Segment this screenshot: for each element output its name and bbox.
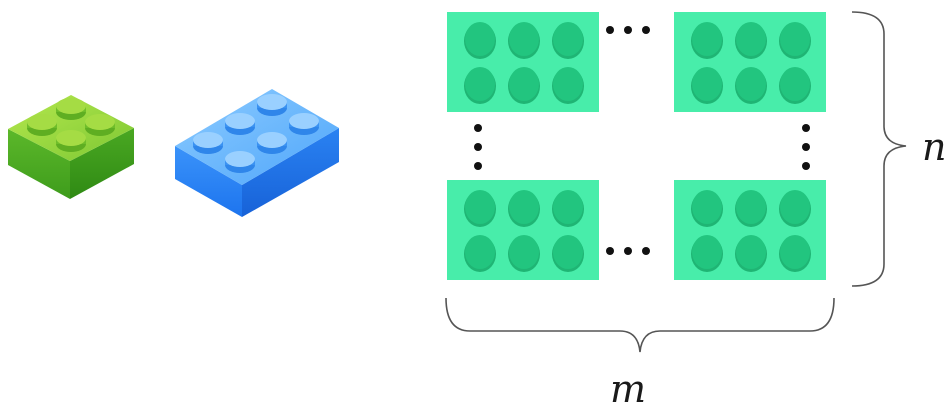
stud [553,22,583,56]
stud [509,67,539,101]
stud [780,67,810,101]
stud [465,190,495,224]
stud [465,235,495,269]
right-vertical-ellipsis [802,124,810,170]
stud [692,22,722,56]
stud [736,235,766,269]
stud [509,190,539,224]
stud [465,22,495,56]
green-2x2-brick-icon [8,95,134,199]
cols-label-m: m [610,367,646,410]
stud [692,67,722,101]
blue-brick-top-face [175,89,339,185]
brick-bottom-right [674,180,826,280]
stud [736,67,766,101]
stud [736,190,766,224]
rows-label-n: n [922,125,946,169]
stud [553,235,583,269]
bottom-horizontal-ellipsis [606,247,650,255]
green-brick-left-face [8,129,70,199]
blue-brick-left-face [175,146,242,217]
right-curly-brace [851,11,907,287]
green-brick-studs [27,98,115,152]
stud [780,190,810,224]
top-horizontal-ellipsis [606,26,650,34]
blue-brick-studs [193,94,319,173]
brick-bottom-left [447,180,599,280]
stud [692,190,722,224]
blue-2x3-brick-icon [175,89,339,217]
bottom-curly-brace [445,297,835,353]
stud [509,235,539,269]
stud [509,22,539,56]
brick-grid [447,12,826,280]
green-brick-right-face [70,128,134,199]
stud [553,190,583,224]
stud [780,22,810,56]
stud [780,235,810,269]
brick-top-right [674,12,826,112]
stud [736,22,766,56]
green-brick-top-face [8,95,134,161]
stud [692,235,722,269]
stud [553,67,583,101]
brick-top-left [447,12,599,112]
blue-brick-right-face [242,128,339,217]
left-vertical-ellipsis [474,124,482,170]
stud [465,67,495,101]
